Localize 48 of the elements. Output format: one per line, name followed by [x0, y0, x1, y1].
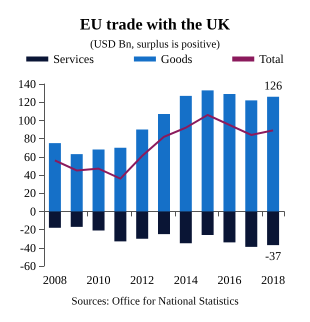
y-tick-label: -40 [20, 240, 36, 255]
y-tick-label: 0 [30, 204, 36, 218]
legend-label: Total [259, 52, 284, 66]
bar [48, 143, 61, 212]
y-tick-label: 120 [18, 95, 36, 110]
bar [48, 211, 61, 228]
legend-label: Services [53, 52, 94, 66]
y-tick-label: 20 [24, 186, 36, 200]
bar [267, 96, 280, 212]
x-tick-label: 2008 [42, 273, 67, 287]
bar [223, 94, 236, 212]
chart-subtitle: (USD Bn, surplus is positive) [90, 38, 220, 50]
bar [245, 211, 258, 247]
x-tick-label: 2012 [130, 273, 154, 287]
bar [136, 130, 148, 212]
bar [180, 96, 192, 212]
bar [267, 211, 280, 246]
bar [223, 211, 236, 242]
bar [136, 211, 148, 239]
y-tick-label: 100 [18, 113, 36, 128]
line-series [54, 114, 274, 180]
bar [158, 114, 170, 212]
x-tick-label: 2018 [261, 273, 286, 287]
y-tick-label: 80 [24, 132, 36, 146]
x-tick-label: 2010 [86, 273, 111, 287]
x-tick-label: 2014 [174, 273, 198, 287]
chart-title: EU trade with the UK [80, 16, 231, 34]
legend-label: Goods [160, 52, 193, 66]
y-tick-label: 60 [24, 150, 36, 164]
bar [114, 148, 126, 212]
data-label: -37 [265, 249, 282, 264]
y-tick-label: 140 [18, 77, 36, 91]
bar [92, 150, 105, 212]
bar [70, 154, 83, 212]
bar [158, 211, 170, 234]
bar [70, 211, 83, 227]
bar [245, 100, 258, 212]
data-label: 126 [264, 78, 282, 93]
y-tick-label: 40 [24, 168, 36, 182]
bar [114, 211, 126, 242]
y-tick-label: -60 [20, 259, 36, 273]
x-tick-label: 2016 [217, 273, 242, 287]
bar [180, 211, 192, 244]
source-note: Sources: Office for National Statistics [71, 296, 239, 308]
y-tick-label: -20 [20, 222, 36, 237]
bar [92, 211, 105, 231]
bar [202, 211, 214, 236]
bar [202, 90, 214, 212]
